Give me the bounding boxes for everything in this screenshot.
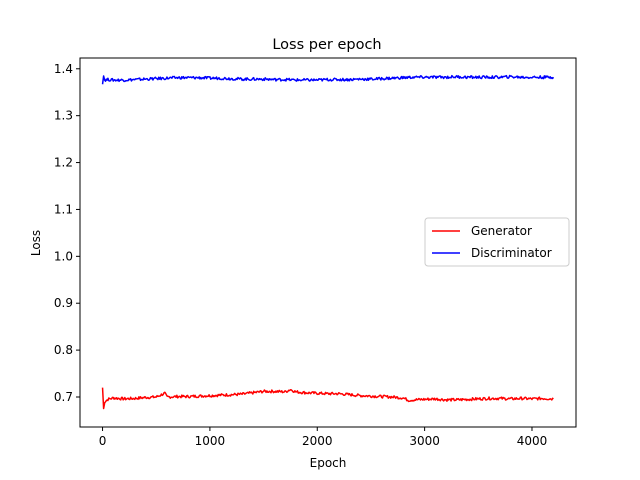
plot-frame [79,57,577,428]
y-tick-label: 1.4 [54,62,73,76]
x-tick-label: 0 [99,434,107,448]
x-tick-label: 2000 [302,434,333,448]
y-tick-label: 1.3 [54,109,73,123]
legend-label-discriminator: Discriminator [471,246,552,260]
x-tick-label: 3000 [409,434,440,448]
y-tick-label: 1.1 [54,202,73,216]
y-tick-label: 0.8 [54,343,73,357]
y-tick-label: 0.7 [54,390,73,404]
chart-title: Loss per epoch [272,37,381,53]
y-axis-label: Loss [29,230,43,256]
x-tick-label: 1000 [195,434,226,448]
series-line-generator [101,387,554,410]
legend-label-generator: Generator [471,224,532,238]
y-tick-label: 1.0 [54,249,73,263]
y-tick-label: 0.9 [54,296,73,310]
legend: Generator Discriminator [424,217,570,267]
x-axis-label: Epoch [310,456,347,470]
x-tick-label: 4000 [517,434,548,448]
legend-box [424,217,570,267]
series-line-discriminator [101,74,555,85]
plot-area [101,74,555,410]
y-tick-label: 1.2 [54,156,73,170]
